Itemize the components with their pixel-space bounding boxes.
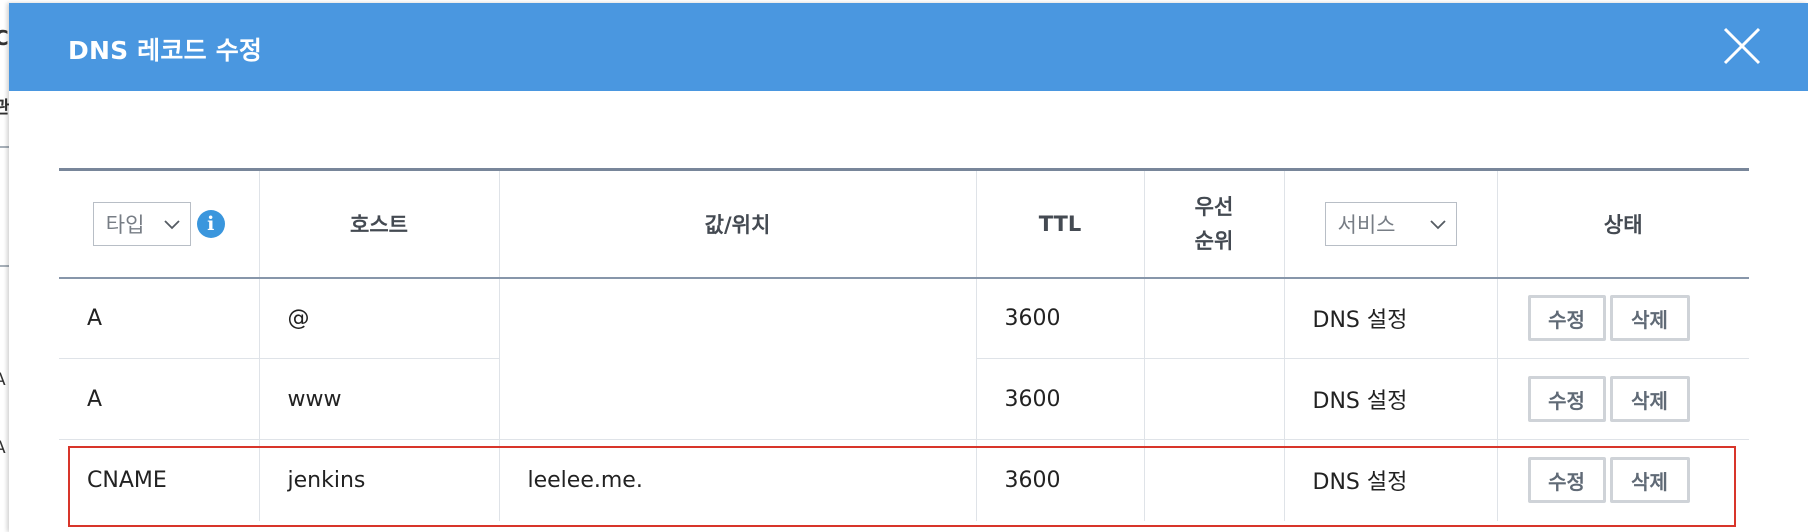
header-service: 서비스 (1283, 169, 1497, 279)
cell-priority (1143, 277, 1284, 359)
background-letter: A (0, 438, 6, 458)
delete-button[interactable]: 삭제 (1609, 457, 1690, 504)
info-icon[interactable]: i (196, 209, 225, 238)
header-value: 값/위치 (498, 169, 976, 279)
cell-host: jenkins (258, 439, 499, 521)
header-status: 상태 (1496, 169, 1749, 279)
cell-ttl: 3600 (975, 277, 1144, 359)
cell-value (498, 358, 976, 440)
table-header-row: 타입 i 호스트 값/위치 TTL 우선 순위 (59, 169, 1749, 279)
header-priority-line1: 우선 (1194, 194, 1234, 219)
background-letter: A (0, 370, 6, 390)
background-letter: 관 (0, 98, 10, 118)
chevron-down-icon (1429, 220, 1446, 230)
cell-service: DNS 설정 (1283, 277, 1497, 359)
background-page-edge: C 관 A A (0, 0, 10, 532)
type-filter-select[interactable]: 타입 (92, 201, 191, 246)
modal-title: DNS 레코드 수정 (68, 36, 263, 65)
cell-ttl: 3600 (975, 439, 1144, 521)
background-divider (0, 146, 9, 148)
delete-button[interactable]: 삭제 (1609, 295, 1690, 342)
cell-host: www (258, 358, 499, 440)
service-filter-select[interactable]: 서비스 (1324, 201, 1457, 246)
close-icon (1723, 27, 1761, 65)
dns-records-table-wrapper: 타입 i 호스트 값/위치 TTL 우선 순위 (59, 168, 1749, 521)
service-filter-value: 서비스 (1337, 212, 1396, 237)
header-host: 호스트 (258, 169, 499, 279)
edit-button[interactable]: 수정 (1527, 376, 1606, 422)
cell-ttl: 3600 (975, 358, 1144, 440)
modal-header: DNS 레코드 수정 (9, 3, 1808, 91)
delete-button[interactable]: 삭제 (1609, 376, 1690, 422)
table-row: A @ 3600 DNS 설정 수정 삭제 (59, 277, 1749, 359)
cell-priority (1143, 358, 1284, 440)
chevron-down-icon (164, 220, 180, 230)
cell-host: @ (258, 277, 499, 359)
header-priority-line2: 순위 (1194, 228, 1234, 253)
cell-type: CNAME (87, 467, 167, 493)
header-priority: 우선 순위 (1143, 169, 1284, 279)
close-button[interactable] (1721, 25, 1763, 67)
cell-type: A (59, 277, 259, 359)
edit-button[interactable]: 수정 (1527, 457, 1606, 504)
header-type: 타입 i (59, 169, 259, 279)
table-row: A www 3600 DNS 설정 수정 삭제 (59, 358, 1749, 440)
background-letter: C (0, 26, 9, 50)
background-divider (0, 265, 9, 267)
dns-records-table: 타입 i 호스트 값/위치 TTL 우선 순위 (59, 168, 1749, 521)
cell-type: A (59, 358, 259, 440)
cell-value: leelee.me. (498, 439, 976, 521)
cell-status: 수정 삭제 (1496, 358, 1749, 440)
edit-button[interactable]: 수정 (1527, 295, 1606, 342)
cell-status: 수정 삭제 (1496, 277, 1749, 359)
cell-service: DNS 설정 (1283, 358, 1497, 440)
cell-service: DNS 설정 (1283, 439, 1497, 521)
cell-priority (1143, 439, 1284, 521)
type-filter-value: 타입 (105, 212, 145, 237)
table-row: CNAME jenkins leelee.me. 3600 DNS 설정 수정 삭… (59, 439, 1749, 521)
header-ttl: TTL (975, 169, 1144, 279)
cell-value (498, 277, 976, 359)
cell-status: 수정 삭제 (1496, 439, 1749, 521)
